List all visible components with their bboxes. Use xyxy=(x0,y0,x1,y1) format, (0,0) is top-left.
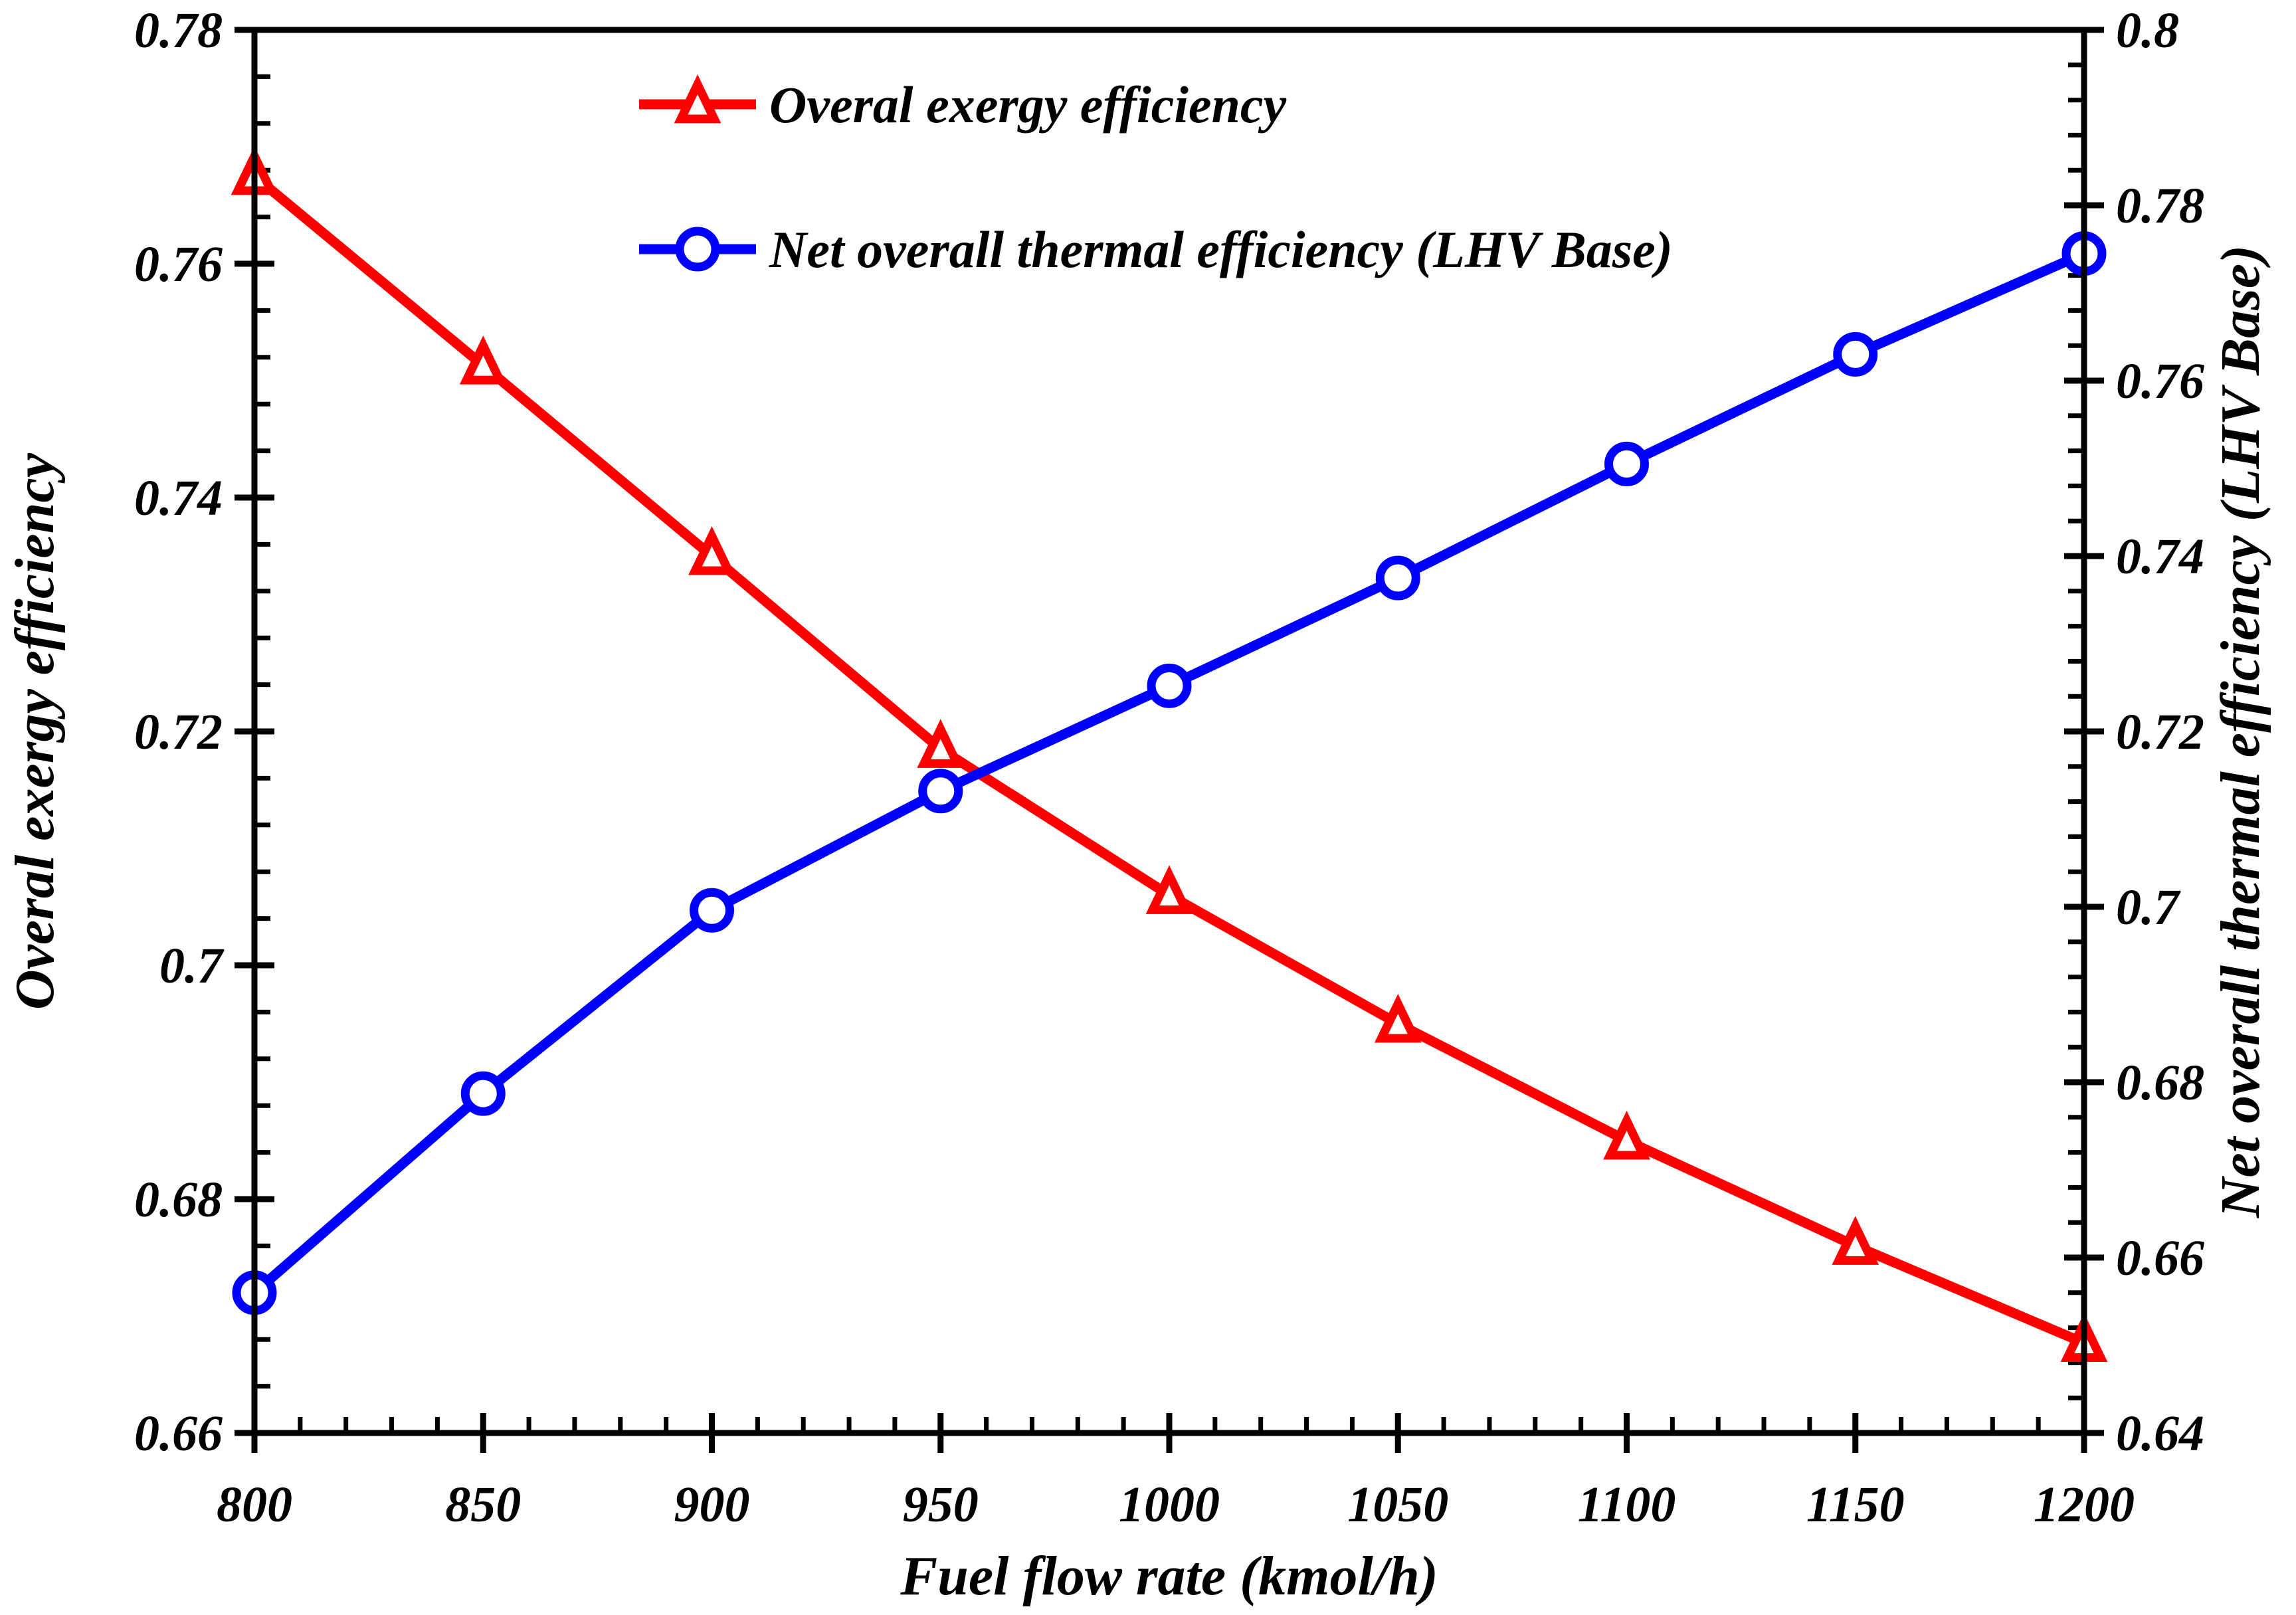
triangle-data-point-marker xyxy=(917,719,965,768)
right-y-axis-tick-label: 0.76 xyxy=(2116,353,2204,409)
legend-label-thermal: Net overall thermal efficiency (LHV Base… xyxy=(769,221,1673,278)
left-y-axis-tick-label: 0.72 xyxy=(134,704,223,760)
circle-data-point-marker xyxy=(460,1071,506,1116)
circle-data-point-marker xyxy=(918,769,963,814)
left-y-axis-tick-label: 0.66 xyxy=(134,1406,223,1462)
plot-frame xyxy=(251,27,2087,1436)
x-axis-tick-label: 1100 xyxy=(1578,1477,1676,1533)
right-y-axis-tick-label: 0.64 xyxy=(2116,1406,2204,1462)
right-y-axis-tick-label: 0.66 xyxy=(2116,1230,2204,1286)
circle-data-point-marker xyxy=(690,888,734,933)
x-axis-tick-label: 1150 xyxy=(1806,1477,1905,1533)
right-y-axis-tick-label: 0.78 xyxy=(2116,178,2204,234)
x-axis-tick-label: 1200 xyxy=(2034,1477,2135,1533)
right-y-axis-tick-label: 0.74 xyxy=(2116,529,2204,585)
circle-data-point-marker xyxy=(1147,663,1192,708)
left-y-axis-tick-label: 0.74 xyxy=(134,470,223,526)
left-y-axis-tick-label: 0.7 xyxy=(159,938,225,994)
circle-data-point-marker xyxy=(1833,332,1878,377)
triangle-data-point-marker xyxy=(1145,865,1193,914)
x-axis-tick-label: 800 xyxy=(217,1477,292,1533)
right-y-axis-tick-label: 0.7 xyxy=(2116,880,2181,935)
left-y-axis-tick-label: 0.78 xyxy=(134,3,223,58)
series-layer xyxy=(231,145,2108,1362)
x-axis-tick-label: 1050 xyxy=(1347,1477,1448,1533)
right-y-axis-tick-label: 0.72 xyxy=(2116,704,2204,760)
x-axis-tick-label: 1000 xyxy=(1119,1477,1220,1533)
legend-circle-marker-icon xyxy=(675,227,720,272)
triangle-data-point-marker xyxy=(459,335,507,385)
legend-label-exergy: Overal exergy efficiency xyxy=(769,76,1287,134)
triangle-data-point-marker xyxy=(1374,993,1422,1043)
legend: Overal exergy efficiency Net overall the… xyxy=(639,74,1673,278)
left-y-axis-tick-label: 0.68 xyxy=(134,1172,223,1228)
triangle-data-point-marker xyxy=(688,525,735,575)
right-y-axis-tick-label: 0.8 xyxy=(2116,3,2179,58)
series-line-exergy xyxy=(249,171,2089,1348)
axis-ticks-layer: 800 850 900 950 1000 1050 1100 1150 1200 0.66 0.68… xyxy=(134,3,2204,1533)
left-y-axis-tick-label: 0.76 xyxy=(134,237,223,292)
x-axis-tick-label: 850 xyxy=(445,1477,521,1533)
left-y-axis-title: Overal exergy efficiency xyxy=(4,452,66,1010)
right-y-axis-tick-label: 0.68 xyxy=(2116,1055,2204,1111)
triangle-data-point-marker xyxy=(1603,1110,1650,1160)
legend-entry-exergy: Overal exergy efficiency xyxy=(639,74,1287,134)
x-axis-title: Fuel flow rate (kmol/h) xyxy=(900,1545,1438,1607)
x-axis-tick-label: 900 xyxy=(674,1477,750,1533)
legend-entry-thermal: Net overall thermal efficiency (LHV Base… xyxy=(639,221,1673,278)
triangle-data-point-marker xyxy=(1832,1216,1879,1265)
legend-triangle-marker-icon xyxy=(674,74,721,124)
circle-data-point-marker xyxy=(1375,555,1420,601)
circle-data-point-marker xyxy=(1604,441,1649,486)
right-y-axis-title: Net overall thermal efficiency (LHV Base… xyxy=(2210,245,2271,1218)
x-axis-tick-label: 950 xyxy=(903,1477,979,1533)
